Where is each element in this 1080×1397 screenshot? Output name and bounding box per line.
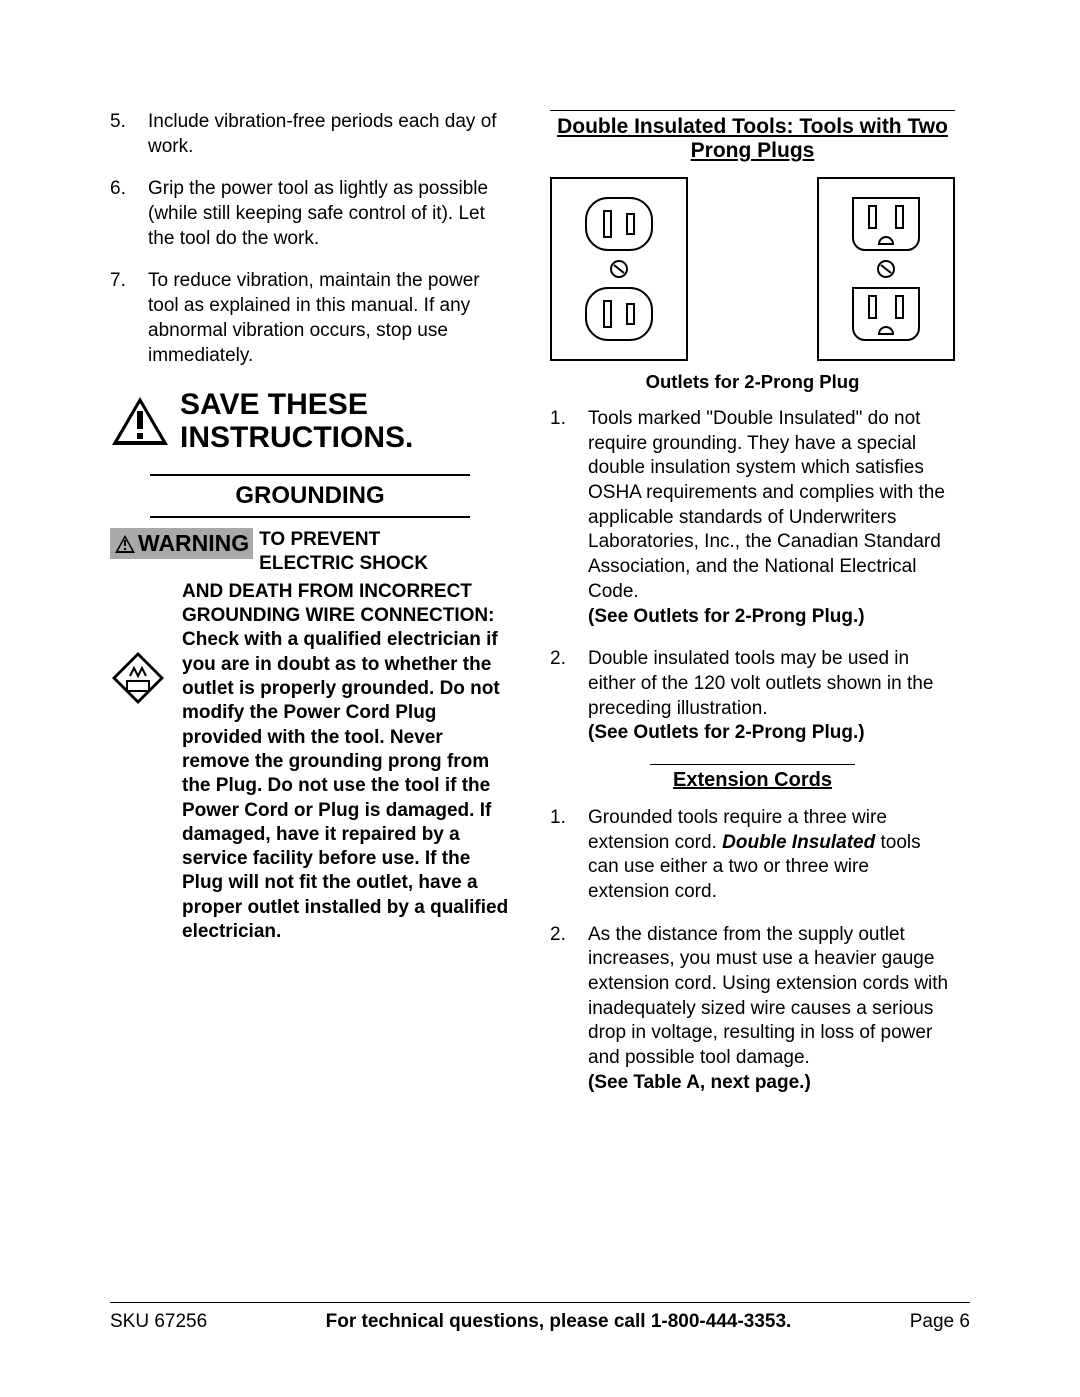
emphasis: Double Insulated <box>722 832 875 853</box>
item-text: Tools marked "Double Insulated" do not r… <box>588 407 955 629</box>
save-instructions-heading: SAVE THESE INSTRUCTIONS. <box>110 388 510 454</box>
right-column: Double Insulated Tools: Tools with Two P… <box>550 110 955 1114</box>
save-line2: INSTRUCTIONS. <box>180 421 413 454</box>
outlet-3prong <box>817 177 955 361</box>
footer-support: For technical questions, please call 1-8… <box>326 1311 792 1333</box>
item-text: Double insulated tools may be used in ei… <box>588 647 955 746</box>
receptacle-3prong-icon <box>851 196 921 252</box>
outlet-caption: Outlets for 2-Prong Plug <box>550 371 955 393</box>
see-reference: (See Outlets for 2-Prong Plug.) <box>588 722 865 743</box>
save-line1: SAVE THESE <box>180 388 413 421</box>
extension-cords-list: 1. Grounded tools require a three wire e… <box>550 806 955 1096</box>
warning-body: AND DEATH FROM INCORRECT GROUNDING WIRE … <box>182 580 510 945</box>
item-number: 7. <box>110 269 130 368</box>
list-item: 6. Grip the power tool as lightly as pos… <box>110 177 510 251</box>
outlet-2prong-plain <box>550 177 688 361</box>
footer-sku: SKU 67256 <box>110 1311 207 1333</box>
item-number: 6. <box>110 177 130 251</box>
receptacle-2prong-icon <box>584 196 654 252</box>
receptacle-3prong-icon <box>851 286 921 342</box>
double-insulated-list: 1. Tools marked "Double Insulated" do no… <box>550 407 955 746</box>
list-item: 5. Include vibration-free periods each d… <box>110 110 510 159</box>
extension-cords-heading: Extension Cords <box>650 764 855 792</box>
alert-triangle-icon <box>114 534 136 554</box>
warning-label: WARNING <box>110 528 253 559</box>
list-item: 2. Double insulated tools may be used in… <box>550 647 955 746</box>
left-column: 5. Include vibration-free periods each d… <box>110 110 510 1114</box>
item-text: To reduce vibration, maintain the power … <box>148 269 510 368</box>
warning-lead-1: TO PREVENT <box>259 528 428 552</box>
see-reference: (See Table A, next page.) <box>588 1072 811 1093</box>
item-text: Include vibration-free periods each day … <box>148 110 510 159</box>
item-number: 1. <box>550 407 570 629</box>
electric-manual-icon <box>110 650 166 706</box>
alert-triangle-icon <box>110 395 170 447</box>
page-footer: SKU 67256 For technical questions, pleas… <box>110 1302 970 1333</box>
item-number: 5. <box>110 110 130 159</box>
item-text: Grip the power tool as lightly as possib… <box>148 177 510 251</box>
list-item: 2. As the distance from the supply outle… <box>550 923 955 1096</box>
warning-lead-2: ELECTRIC SHOCK <box>259 552 428 576</box>
double-insulated-heading: Double Insulated Tools: Tools with Two P… <box>550 110 955 163</box>
footer-page: Page 6 <box>910 1311 970 1333</box>
item-text: Grounded tools require a three wire exte… <box>588 806 955 905</box>
screw-icon <box>609 259 629 279</box>
grounding-heading: GROUNDING <box>150 474 470 518</box>
item-number: 2. <box>550 923 570 1096</box>
vibration-list: 5. Include vibration-free periods each d… <box>110 110 510 368</box>
item-number: 1. <box>550 806 570 905</box>
receptacle-2prong-icon <box>584 286 654 342</box>
item-number: 2. <box>550 647 570 746</box>
list-item: 7. To reduce vibration, maintain the pow… <box>110 269 510 368</box>
warning-block: WARNING TO PREVENT ELECTRIC SHOCK <box>110 528 510 944</box>
item-text: As the distance from the supply outlet i… <box>588 923 955 1096</box>
outlet-figure <box>550 177 955 361</box>
screw-icon <box>876 259 896 279</box>
list-item: 1. Tools marked "Double Insulated" do no… <box>550 407 955 629</box>
list-item: 1. Grounded tools require a three wire e… <box>550 806 955 905</box>
see-reference: (See Outlets for 2-Prong Plug.) <box>588 606 865 627</box>
warning-text-label: WARNING <box>138 530 249 557</box>
